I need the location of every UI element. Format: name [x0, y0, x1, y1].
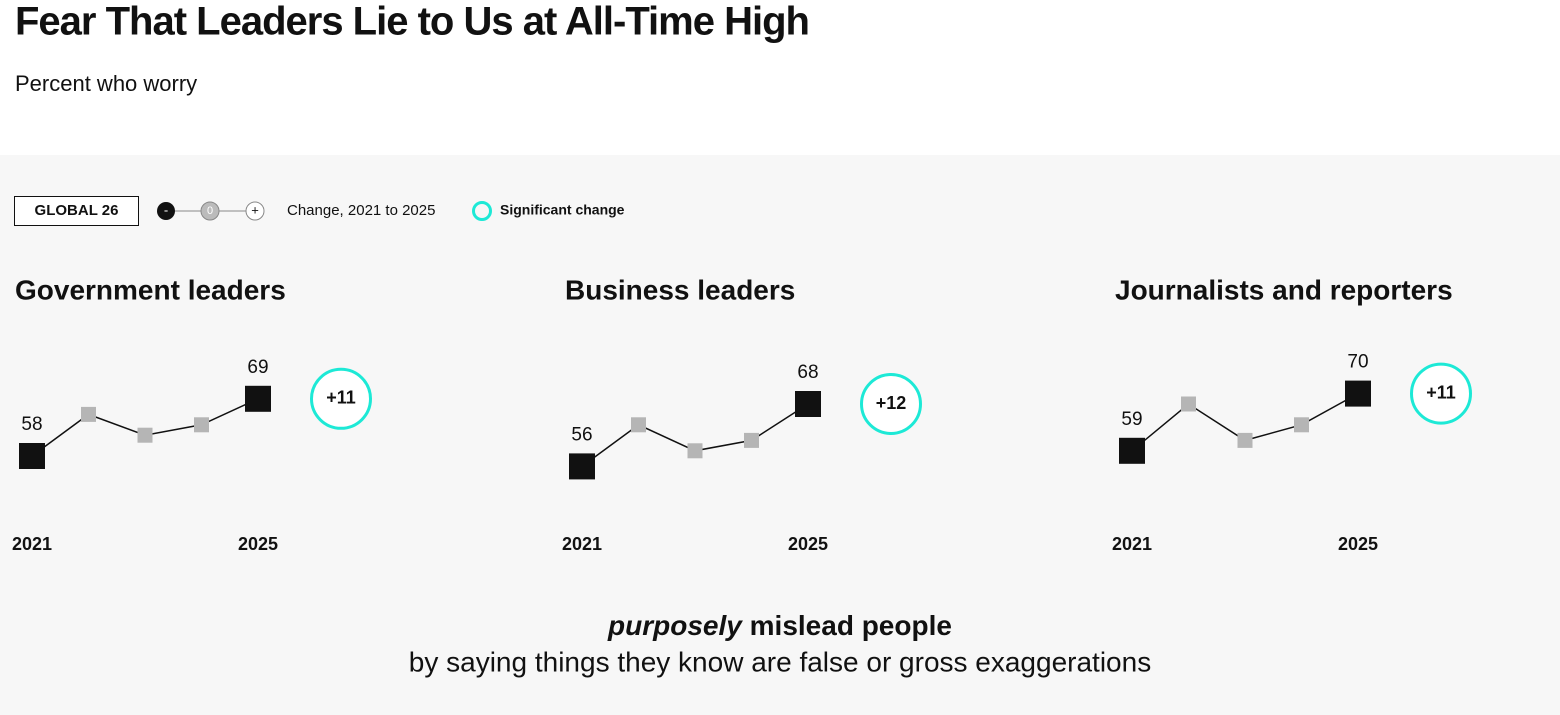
- scale-minus-label: -: [164, 202, 168, 217]
- chart-title: Journalists and reporters: [1115, 274, 1453, 305]
- point-marker: [194, 417, 209, 433]
- chart-title: Business leaders: [565, 274, 795, 305]
- change-circle: [310, 367, 372, 430]
- footer-rest: mislead people: [750, 610, 952, 641]
- footer-line1: purposely mislead people: [607, 610, 952, 641]
- value-label: 56: [571, 424, 592, 445]
- footer-line2: by saying things they know are false or …: [409, 646, 1151, 677]
- endpoint-marker: [1345, 380, 1371, 407]
- scale-zero-label: 0: [207, 205, 213, 217]
- title: Fear That Leaders Lie to Us at All-Time …: [15, 0, 809, 44]
- point-marker: [1181, 396, 1196, 412]
- change-circle: [860, 373, 922, 435]
- point-marker: [81, 406, 96, 422]
- endpoint-marker: [1119, 437, 1145, 464]
- scale-plus: [245, 201, 265, 221]
- x-tick-label: 2025: [788, 534, 828, 554]
- significant-label: Significant change: [500, 202, 625, 218]
- value-label: 70: [1347, 352, 1368, 373]
- value-label: 58: [21, 414, 42, 435]
- value-label: 68: [797, 362, 818, 383]
- chart-title: Government leaders: [15, 274, 286, 305]
- scale-minus: [157, 202, 175, 220]
- x-tick-label: 2025: [238, 534, 278, 554]
- point-marker: [1237, 432, 1253, 448]
- significant-icon: [472, 201, 492, 221]
- scale-plus-label: +: [251, 202, 259, 217]
- point-marker: [744, 432, 759, 448]
- point-marker: [687, 443, 703, 459]
- footer-emphasis: purposely: [607, 610, 743, 641]
- change-label: +11: [326, 388, 356, 408]
- x-tick-label: 2025: [1338, 534, 1378, 554]
- scope-label: GLOBAL 26: [35, 202, 119, 219]
- endpoint-marker: [245, 385, 271, 412]
- x-tick-label: 2021: [1112, 534, 1152, 554]
- panel: [0, 155, 1560, 715]
- x-tick-label: 2021: [562, 534, 602, 554]
- point-marker: [631, 417, 646, 433]
- endpoint-marker: [19, 443, 45, 469]
- point-marker: [1294, 417, 1309, 433]
- subtitle: Percent who worry: [15, 71, 197, 96]
- value-label: 69: [247, 357, 268, 378]
- endpoint-marker: [569, 453, 595, 480]
- endpoint-marker: [795, 391, 821, 417]
- scale-zero: [200, 201, 220, 221]
- change-circle: [1410, 362, 1472, 425]
- point-marker: [137, 427, 153, 443]
- value-label: 59: [1121, 409, 1142, 430]
- change-text: Change, 2021 to 2025: [287, 202, 435, 219]
- change-label: +11: [1426, 382, 1456, 402]
- scope-box: [14, 196, 139, 226]
- x-tick-label: 2021: [12, 534, 52, 554]
- change-label: +12: [876, 393, 907, 413]
